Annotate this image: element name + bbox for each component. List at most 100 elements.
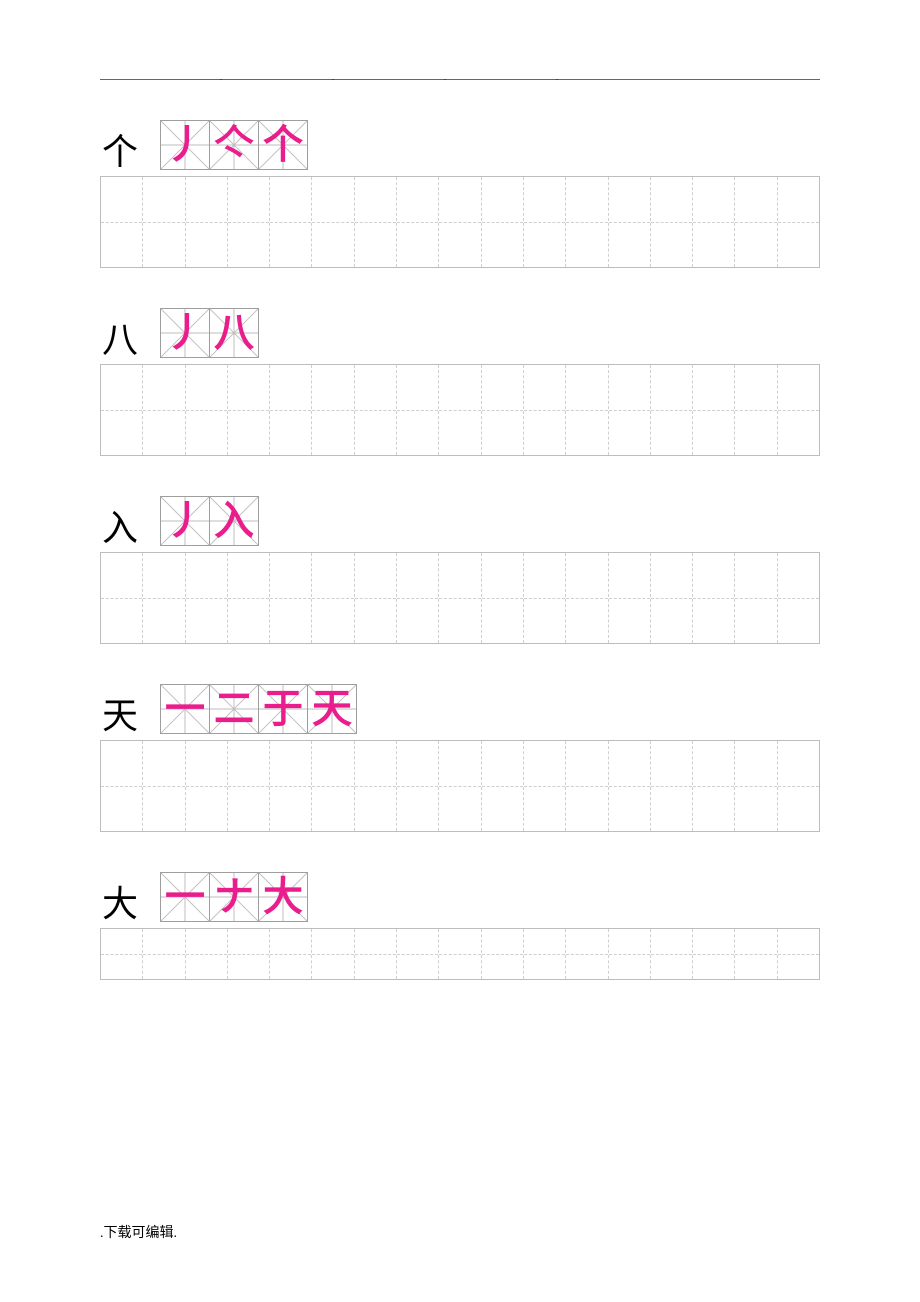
- practice-cell: [397, 553, 439, 643]
- practice-cell: [397, 741, 439, 831]
- char-section: 个 丿 亽 个: [100, 120, 820, 268]
- practice-cell: [651, 553, 693, 643]
- practice-cell: [101, 365, 143, 455]
- mi-grid-cell: ナ: [209, 872, 259, 922]
- practice-cell: [566, 741, 608, 831]
- mi-grid-cell: 于: [258, 684, 308, 734]
- practice-cell: [482, 553, 524, 643]
- practice-cell: [186, 741, 228, 831]
- practice-cell: [566, 553, 608, 643]
- practice-cell: [397, 177, 439, 267]
- practice-cell: [778, 741, 819, 831]
- practice-cell: [482, 365, 524, 455]
- practice-cell: [439, 553, 481, 643]
- stroke-glyph: 入: [214, 501, 254, 541]
- practice-cell: [482, 177, 524, 267]
- practice-cell: [693, 177, 735, 267]
- practice-cell: [482, 929, 524, 979]
- practice-cell: [101, 553, 143, 643]
- practice-cell: [524, 177, 566, 267]
- practice-cell: [186, 929, 228, 979]
- practice-cell: [735, 741, 777, 831]
- practice-cell: [524, 365, 566, 455]
- mi-grid-cell: 丿: [160, 496, 210, 546]
- practice-cell: [143, 929, 185, 979]
- practice-cell: [312, 177, 354, 267]
- stroke-order-row: 一 ナ 大: [160, 872, 308, 922]
- mi-grid-cell: 天: [307, 684, 357, 734]
- char-label: 入: [100, 510, 140, 546]
- mi-grid-cell: 一: [160, 684, 210, 734]
- practice-cell: [143, 177, 185, 267]
- stroke-glyph: 八: [214, 313, 254, 353]
- practice-cell: [397, 365, 439, 455]
- page: .... 个 丿 亽 个八 丿 八入 丿 入天: [0, 0, 920, 1020]
- practice-cell: [524, 553, 566, 643]
- practice-grid: [100, 552, 820, 644]
- char-section: 八 丿 八: [100, 308, 820, 456]
- stroke-order-row: 丿 八: [160, 308, 259, 358]
- practice-cell: [778, 365, 819, 455]
- practice-cell: [524, 741, 566, 831]
- header-rule: ....: [100, 60, 820, 80]
- practice-grid: [100, 928, 820, 980]
- stroke-glyph: 一: [165, 877, 205, 917]
- stroke-glyph: 丿: [165, 501, 205, 541]
- mi-grid-cell: 八: [209, 308, 259, 358]
- char-label: 天: [100, 698, 140, 734]
- practice-cell: [651, 177, 693, 267]
- mi-grid-cell: 亽: [209, 120, 259, 170]
- practice-cell: [270, 929, 312, 979]
- stroke-glyph: ナ: [214, 877, 254, 917]
- practice-cell: [355, 553, 397, 643]
- practice-cell: [609, 741, 651, 831]
- practice-cell: [778, 177, 819, 267]
- practice-cell: [355, 929, 397, 979]
- practice-cell: [228, 929, 270, 979]
- stroke-glyph: 大: [263, 877, 303, 917]
- practice-cell: [609, 365, 651, 455]
- practice-cell: [609, 177, 651, 267]
- practice-cell: [693, 741, 735, 831]
- practice-cell: [228, 553, 270, 643]
- mi-grid-cell: 一: [160, 872, 210, 922]
- practice-cell: [228, 741, 270, 831]
- practice-cell: [312, 553, 354, 643]
- practice-cell: [186, 553, 228, 643]
- practice-grid: [100, 364, 820, 456]
- practice-cell: [651, 365, 693, 455]
- practice-cell: [651, 741, 693, 831]
- practice-cell: [439, 741, 481, 831]
- practice-cell: [566, 177, 608, 267]
- practice-cell: [270, 365, 312, 455]
- section-head: 天 一 二 于 天: [100, 684, 820, 734]
- practice-cell: [439, 177, 481, 267]
- practice-cell: [439, 365, 481, 455]
- stroke-glyph: 一: [165, 689, 205, 729]
- practice-cell: [778, 553, 819, 643]
- mi-grid-cell: 二: [209, 684, 259, 734]
- practice-cell: [186, 177, 228, 267]
- header-dots: ....: [100, 73, 820, 82]
- practice-cell: [778, 929, 819, 979]
- practice-cell: [566, 929, 608, 979]
- stroke-glyph: 丿: [165, 313, 205, 353]
- stroke-glyph: 亽: [214, 125, 254, 165]
- stroke-glyph: 二: [214, 689, 254, 729]
- stroke-order-row: 丿 亽 个: [160, 120, 308, 170]
- practice-cell: [397, 929, 439, 979]
- stroke-glyph: 丿: [165, 125, 205, 165]
- stroke-order-row: 一 二 于 天: [160, 684, 357, 734]
- stroke-glyph: 个: [263, 125, 303, 165]
- practice-cell: [693, 929, 735, 979]
- char-label: 大: [100, 886, 140, 922]
- practice-cell: [101, 741, 143, 831]
- practice-cell: [101, 177, 143, 267]
- section-head: 个 丿 亽 个: [100, 120, 820, 170]
- practice-cell: [439, 929, 481, 979]
- practice-cell: [651, 929, 693, 979]
- practice-cell: [270, 553, 312, 643]
- practice-cell: [270, 741, 312, 831]
- practice-cell: [143, 365, 185, 455]
- mi-grid-cell: 个: [258, 120, 308, 170]
